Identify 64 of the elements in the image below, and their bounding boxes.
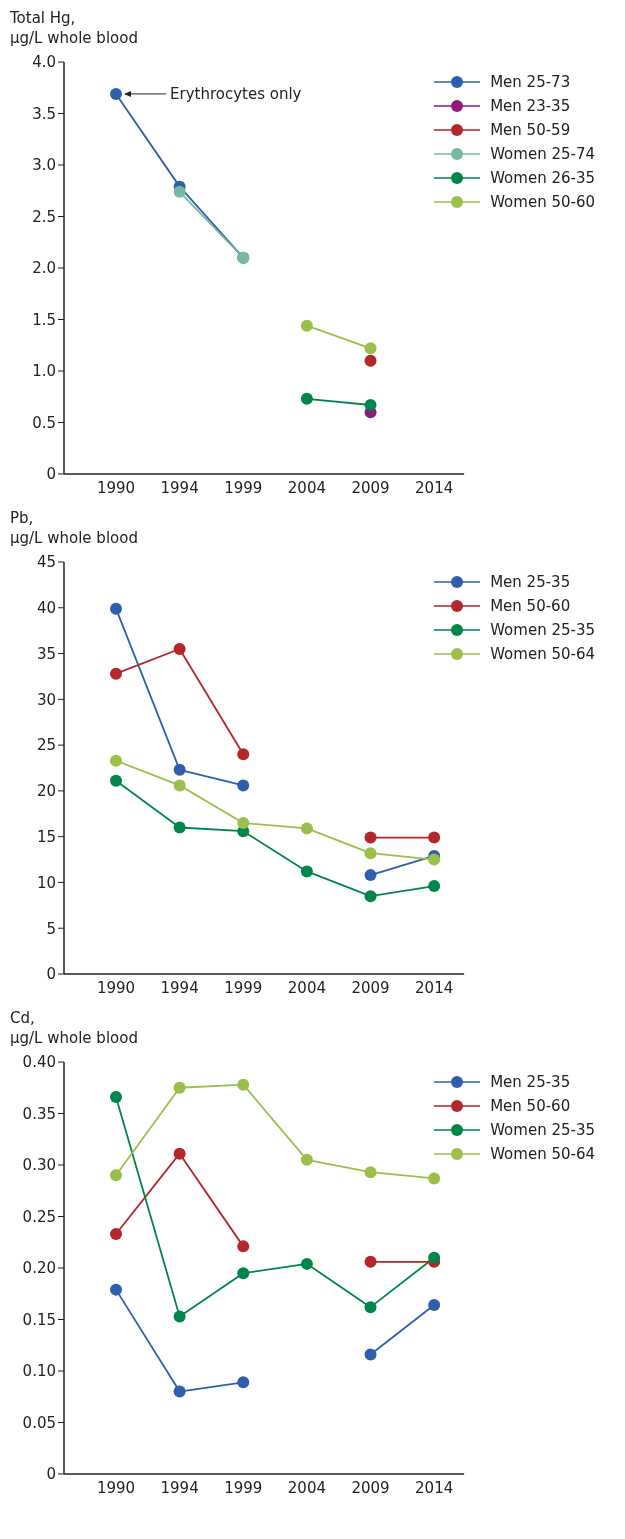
y-tick-label: 2.0 xyxy=(32,259,56,278)
y-tick-label: 4.0 xyxy=(32,53,56,72)
x-tick-label: 2009 xyxy=(351,478,390,497)
y-tick-label: 3.5 xyxy=(32,104,56,123)
x-tick-label: 1994 xyxy=(160,978,199,997)
x-tick-label: 2009 xyxy=(351,978,390,997)
x-tick-label: 2014 xyxy=(415,978,454,997)
y-axis-title: Pb, µg/L whole blood xyxy=(10,508,139,548)
y-tick-label: 0.35 xyxy=(22,1104,56,1123)
y-tick-label: 1.5 xyxy=(32,310,56,329)
x-tick-label: 1990 xyxy=(96,978,136,997)
x-tick-label: 2009 xyxy=(351,1478,390,1497)
legend-label: Men 25-35 xyxy=(490,1073,571,1091)
legend-label: Women 26-35 xyxy=(490,169,595,187)
y-tick-label: 0.05 xyxy=(22,1413,56,1432)
y-tick-label: 3.0 xyxy=(32,156,56,175)
y-tick-label: 35 xyxy=(36,644,56,663)
y-tick-label: 45 xyxy=(36,553,56,572)
y-tick-label: 0.5 xyxy=(32,413,56,432)
y-tick-label: 0 xyxy=(46,1465,56,1484)
x-tick-label: 2004 xyxy=(287,478,326,497)
y-tick-label: 5 xyxy=(46,919,56,938)
y-tick-label: 0.20 xyxy=(22,1259,56,1278)
x-tick-label: 2014 xyxy=(415,1478,454,1497)
x-tick-label: 1999 xyxy=(224,978,263,997)
y-tick-label: 10 xyxy=(36,873,56,892)
y-tick-label: 15 xyxy=(36,827,56,846)
y-tick-label: 0.10 xyxy=(22,1362,56,1381)
y-tick-label: 0.30 xyxy=(22,1156,56,1175)
y-tick-label: 2.5 xyxy=(32,207,56,226)
x-tick-label: 1990 xyxy=(96,478,136,497)
x-tick-label: 1994 xyxy=(160,478,199,497)
y-tick-label: 30 xyxy=(36,690,56,709)
legend-label: Women 50-60 xyxy=(490,193,595,211)
x-tick-label: 2004 xyxy=(287,1478,326,1497)
y-tick-label: 0 xyxy=(46,965,56,984)
legend-label: Men 50-59 xyxy=(490,121,571,139)
x-tick-label: 1990 xyxy=(96,1478,136,1497)
y-tick-label: 0.15 xyxy=(22,1310,56,1329)
legend-label: Women 50-64 xyxy=(490,645,595,663)
legend-label: Men 23-35 xyxy=(490,97,571,115)
y-tick-label: 40 xyxy=(36,599,56,618)
legend-label: Men 50-60 xyxy=(490,597,571,615)
legend-label: Men 50-60 xyxy=(490,1097,571,1115)
y-axis-title: Total Hg, µg/L whole blood xyxy=(10,8,139,48)
legend-label: Women 50-64 xyxy=(490,1145,595,1163)
y-tick-label: 25 xyxy=(36,736,56,755)
x-tick-label: 1994 xyxy=(160,1478,199,1497)
y-axis-title: Cd, µg/L whole blood xyxy=(10,1008,139,1048)
x-tick-label: 1999 xyxy=(224,1478,263,1497)
x-tick-label: 2004 xyxy=(287,978,326,997)
legend-label: Men 25-73 xyxy=(490,73,571,91)
legend-label: Women 25-35 xyxy=(490,621,595,639)
x-tick-label: 2014 xyxy=(415,478,454,497)
legend-label: Women 25-74 xyxy=(490,145,595,163)
y-tick-label: 0.40 xyxy=(22,1053,56,1072)
legend-label: Women 25-35 xyxy=(490,1121,595,1139)
y-tick-label: 0.25 xyxy=(22,1207,56,1226)
y-tick-label: 20 xyxy=(36,782,56,801)
y-tick-label: 0 xyxy=(46,465,56,484)
annotation: Erythrocytes only xyxy=(170,84,302,103)
x-tick-label: 1999 xyxy=(224,478,263,497)
legend-label: Men 25-35 xyxy=(490,573,571,591)
y-tick-label: 1.0 xyxy=(32,362,56,381)
